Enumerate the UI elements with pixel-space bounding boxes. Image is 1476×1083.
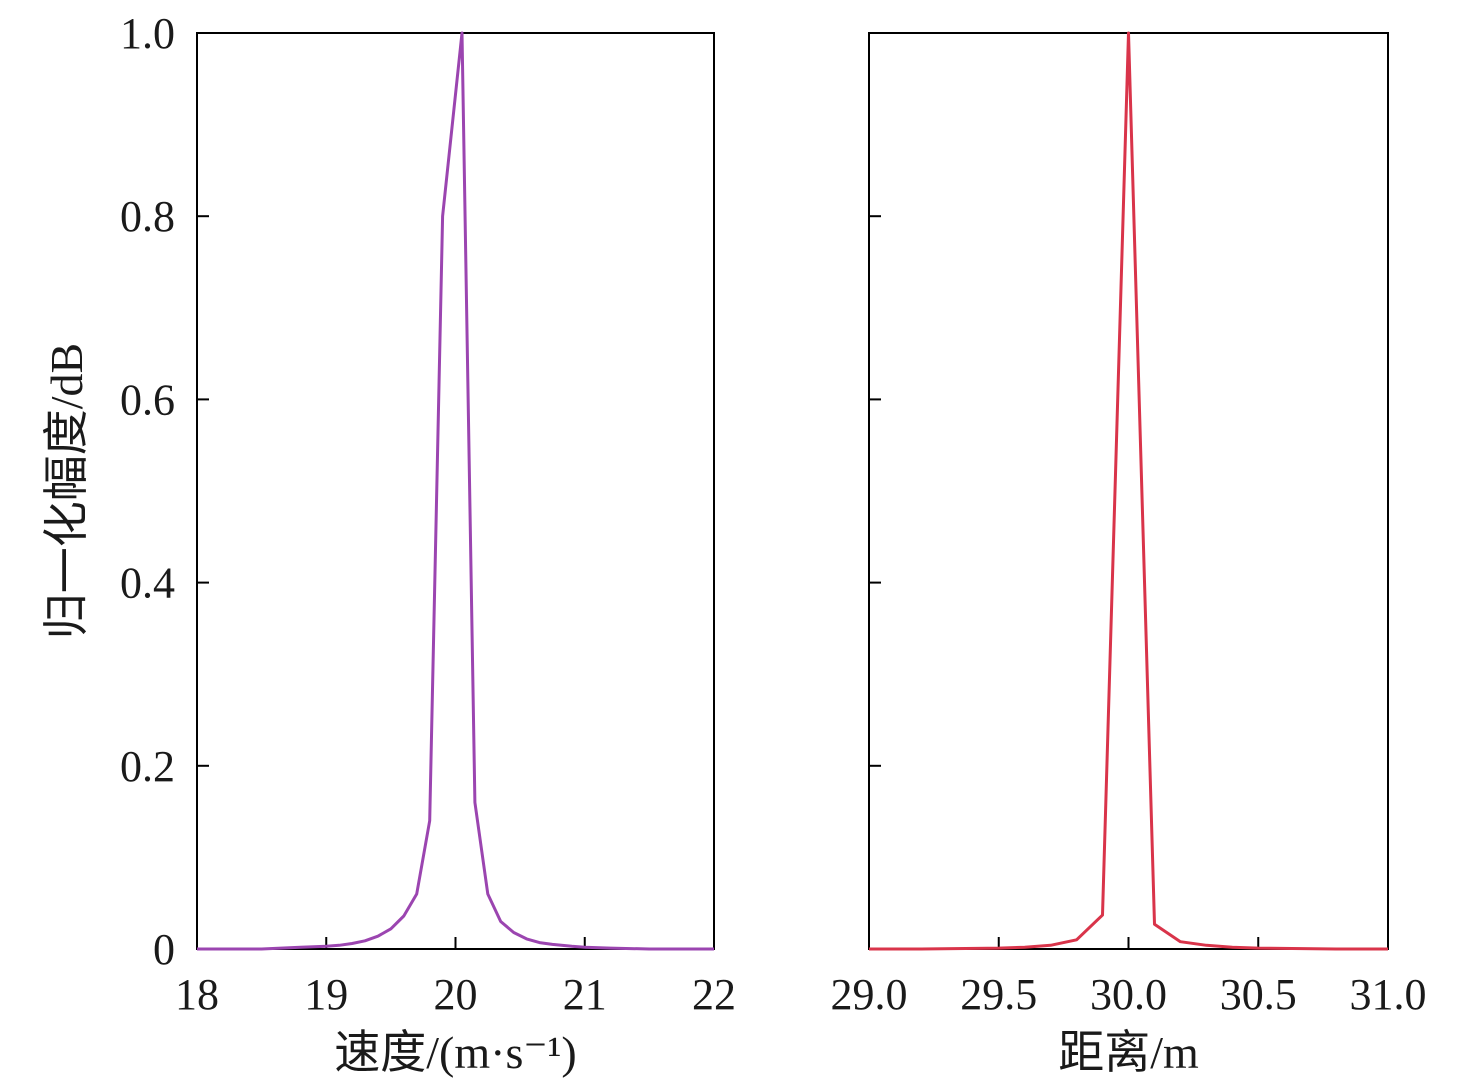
velocity-plot-frame — [196, 32, 715, 950]
chart-panel-range: 29.0 29.5 30.0 30.5 31.0 距离/m — [831, 31, 1427, 1078]
range-x-tick-label: 30.5 — [1220, 970, 1297, 1019]
range-x-tick-label: 29.0 — [831, 970, 908, 1019]
range-plot-frame — [868, 32, 1389, 950]
range-x-tick-label: 31.0 — [1350, 970, 1427, 1019]
velocity-x-tick-label: 20 — [434, 970, 478, 1019]
velocity-x-tick-label: 19 — [304, 970, 348, 1019]
range-x-tick-label: 30.0 — [1090, 970, 1167, 1019]
velocity-y-tick-label: 1.0 — [120, 9, 175, 58]
velocity-x-axis-label: 速度/(m·s⁻¹) — [334, 1027, 577, 1078]
velocity-y-tick-label: 0 — [153, 925, 175, 974]
velocity-series-line — [197, 31, 714, 951]
range-series-line — [869, 31, 1388, 951]
velocity-y-tick-label: 0.2 — [120, 742, 175, 791]
velocity-y-axis-label: 归一化幅度/dB — [41, 343, 92, 639]
velocity-x-tick-label: 22 — [692, 970, 736, 1019]
velocity-y-tick-label: 0.8 — [120, 192, 175, 241]
velocity-y-tick-label: 0.6 — [120, 375, 175, 424]
velocity-y-tick-label: 0.4 — [120, 559, 175, 608]
range-x-tick-label: 29.5 — [960, 970, 1037, 1019]
chart-panel-velocity: 18 19 20 21 22 0 0.2 0.4 0.6 0.8 1.0 速度/(m·s⁻¹) 归一化幅… — [41, 9, 736, 1078]
range-x-axis-label: 距离/m — [1058, 1027, 1199, 1078]
velocity-x-tick-label: 21 — [563, 970, 607, 1019]
velocity-x-tick-label: 18 — [175, 970, 219, 1019]
